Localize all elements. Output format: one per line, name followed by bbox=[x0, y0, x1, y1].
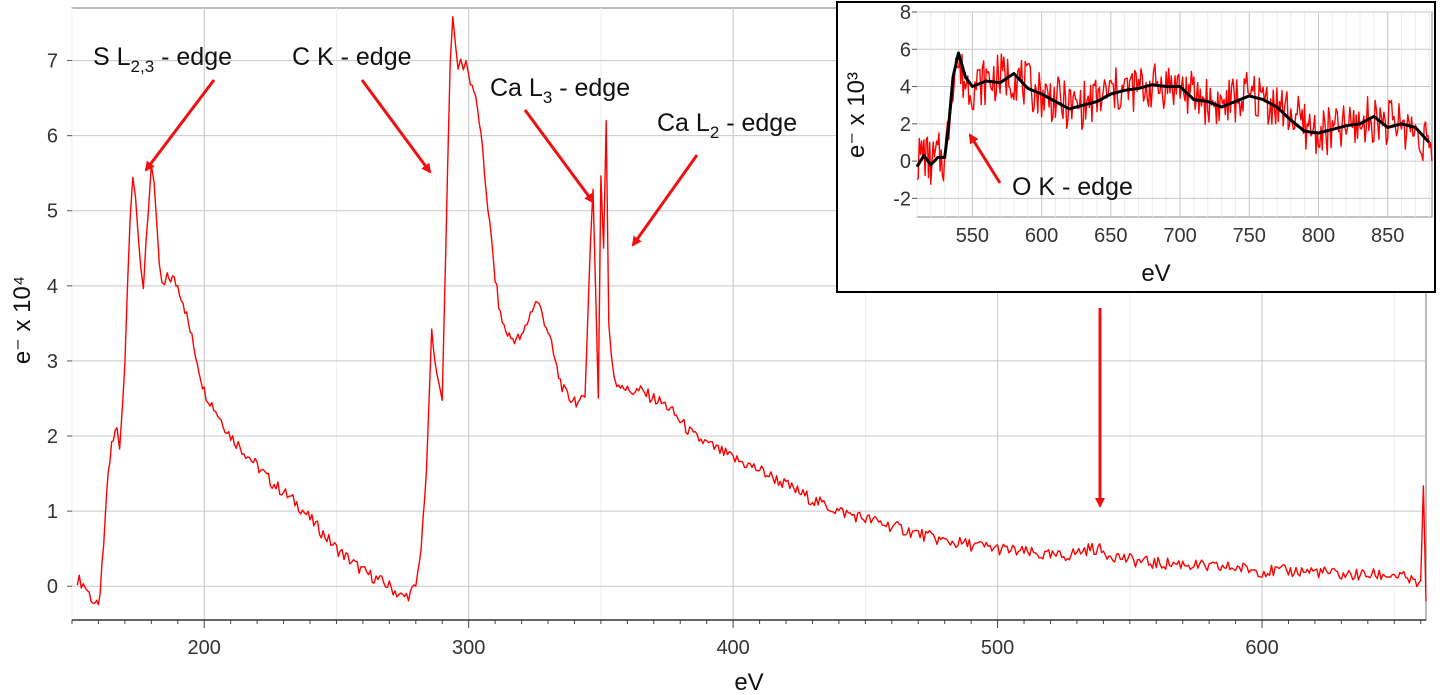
main-x-tick-label: 500 bbox=[981, 637, 1014, 659]
main-y-tick-label: 2 bbox=[47, 426, 58, 448]
main-y-tick-label: 5 bbox=[47, 201, 58, 223]
inset-x-tick-label: 550 bbox=[956, 225, 989, 247]
main-y-tick-label: 1 bbox=[47, 501, 58, 523]
main-y-tick-label: 6 bbox=[47, 126, 58, 148]
arrow-ca-l2-edge bbox=[631, 154, 699, 247]
arrow-s-l23-edge bbox=[144, 79, 216, 172]
inset-smoothed-spectrum-line bbox=[915, 51, 1431, 168]
main-spectrum-line bbox=[76, 16, 1427, 606]
inset-x-tick-label: 600 bbox=[1025, 225, 1058, 247]
inset-o-k-edge-chart: -2 0 2 4 6 8 550 600 650 700 750 800 850 eV e⁻ x 10… bbox=[836, 1, 1436, 293]
main-x-axis-title: eV bbox=[734, 669, 763, 695]
inset-y-tick-label: 4 bbox=[900, 77, 911, 99]
arrow-ca-l3-edge bbox=[523, 109, 595, 204]
inset-plot-frame bbox=[916, 11, 1433, 218]
inset-x-tick-labels: 550 600 650 700 750 800 850 bbox=[956, 225, 1405, 247]
inset-x-tick-label: 700 bbox=[1163, 225, 1196, 247]
annotation-s-l23-edge: S L2,3 - edge bbox=[93, 43, 232, 76]
main-x-tick-label: 300 bbox=[452, 637, 485, 659]
inset-y-tick-label: 6 bbox=[900, 39, 911, 61]
inset-x-axis-title: eV bbox=[1141, 260, 1170, 287]
inset-y-tick-label: -2 bbox=[893, 188, 911, 210]
main-y-tick-labels: 0 1 2 3 4 5 6 7 bbox=[47, 51, 58, 599]
main-x-tick-label: 600 bbox=[1245, 637, 1278, 659]
arrow-c-k-edge bbox=[360, 79, 432, 174]
inset-raw-spectrum-line bbox=[916, 53, 1433, 185]
inset-y-tick-label: 2 bbox=[900, 114, 911, 136]
main-x-tick-labels: 200 300 400 500 600 bbox=[188, 637, 1279, 659]
main-y-tick-label: 0 bbox=[47, 576, 58, 598]
inset-x-tick-label: 650 bbox=[1094, 225, 1127, 247]
main-y-tick-label: 4 bbox=[47, 276, 58, 298]
arrow-o-k-edge-inset bbox=[968, 133, 1002, 184]
inset-y-axis-title: e⁻ x 10³ bbox=[843, 72, 870, 158]
annotation-ca-l2-edge: Ca L2 - edge bbox=[657, 109, 797, 142]
main-x-tick-label: 400 bbox=[716, 637, 749, 659]
inset-x-tick-label: 850 bbox=[1371, 225, 1404, 247]
inset-y-tick-label: 0 bbox=[900, 151, 911, 173]
main-x-tick-label: 200 bbox=[188, 637, 221, 659]
main-y-axis-title: e⁻ x 10⁴ bbox=[9, 276, 36, 364]
inset-y-tick-labels: -2 0 2 4 6 8 bbox=[893, 2, 911, 210]
annotation-ca-l3-edge: Ca L3 - edge bbox=[490, 74, 630, 107]
main-annotations: S L2,3 - edge C K - edge Ca L3 - edge Ca… bbox=[93, 43, 1105, 508]
annotation-c-k-edge: C K - edge bbox=[292, 43, 412, 71]
inset-y-tick-label: 8 bbox=[900, 2, 911, 24]
annotation-o-k-edge: O K - edge bbox=[1012, 173, 1133, 201]
main-y-tick-label: 7 bbox=[47, 51, 58, 73]
main-y-tick-label: 3 bbox=[47, 351, 58, 373]
inset-x-tick-label: 800 bbox=[1302, 225, 1335, 247]
inset-x-tick-label: 750 bbox=[1233, 225, 1266, 247]
